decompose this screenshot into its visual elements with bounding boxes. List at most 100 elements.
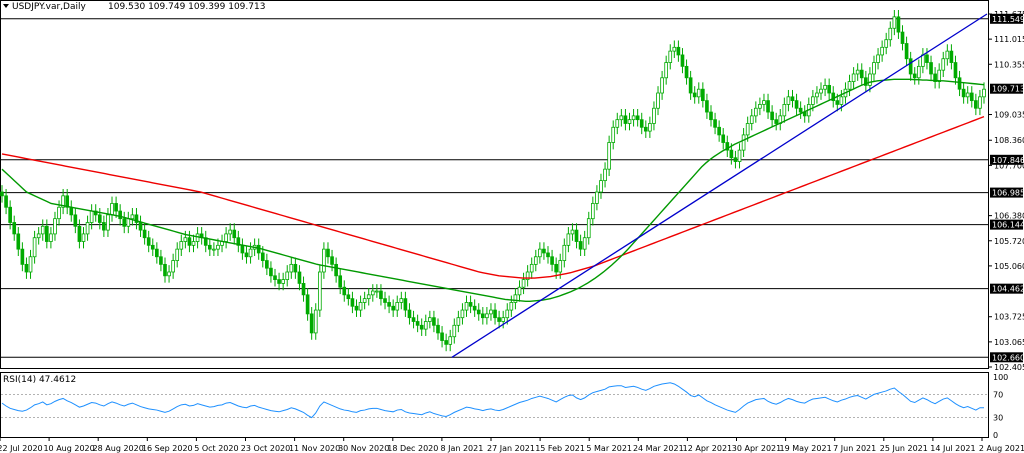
date-tick-label: 12 Apr 2021 xyxy=(683,444,732,453)
candle xyxy=(305,287,310,321)
rsi-label: RSI(14) 47.4612 xyxy=(3,375,76,385)
candle xyxy=(350,291,355,314)
candle xyxy=(660,70,664,100)
candle xyxy=(603,162,607,188)
candle xyxy=(672,40,677,58)
rsi-tick-label: 70 xyxy=(993,390,1003,399)
candle xyxy=(908,51,913,81)
candle xyxy=(142,223,147,245)
date-tick-label: 28 Aug 2020 xyxy=(93,444,144,453)
candle xyxy=(0,185,4,203)
candle xyxy=(212,242,216,256)
candle xyxy=(20,242,25,272)
candle xyxy=(749,109,754,131)
candle xyxy=(725,135,730,157)
candle xyxy=(452,318,457,344)
candle xyxy=(562,238,567,268)
candle xyxy=(4,188,8,215)
candle xyxy=(692,86,697,104)
candle xyxy=(533,249,538,272)
candle xyxy=(415,314,420,333)
candle xyxy=(265,253,269,276)
candle xyxy=(346,287,351,306)
candle xyxy=(163,257,167,283)
candle xyxy=(191,234,196,253)
level-label-box: 102.660 xyxy=(990,352,1024,363)
candle xyxy=(32,230,37,264)
candle xyxy=(436,318,440,340)
candle xyxy=(460,303,465,325)
candle xyxy=(521,272,526,295)
price-tick-label: 105.060 xyxy=(994,262,1024,271)
candle xyxy=(945,44,950,66)
candle xyxy=(517,280,522,302)
svg-text:106.985: 106.985 xyxy=(992,189,1024,198)
date-tick-label: 2 Aug 2021 xyxy=(979,444,1024,453)
candle xyxy=(884,32,889,55)
candle xyxy=(876,48,880,70)
candle xyxy=(982,82,986,104)
candle xyxy=(664,55,669,85)
level-labels: 111.549 107.846 106.985 106.144 104.462 102.6… xyxy=(990,13,1024,363)
candle xyxy=(273,268,277,287)
horizontal-levels[interactable] xyxy=(1,18,988,358)
candle xyxy=(8,200,12,230)
candle xyxy=(391,299,395,317)
candle xyxy=(102,215,106,237)
candle xyxy=(269,261,273,283)
candle xyxy=(525,265,530,287)
candle xyxy=(611,120,616,150)
candle xyxy=(106,208,110,237)
candle xyxy=(591,196,595,226)
candle xyxy=(872,55,876,81)
candle xyxy=(684,59,689,85)
candle xyxy=(358,295,363,317)
candle xyxy=(831,86,836,108)
candle xyxy=(974,93,978,116)
candle xyxy=(582,230,587,256)
trendline[interactable] xyxy=(451,13,988,358)
trendline-layer[interactable] xyxy=(451,13,988,358)
level-label-box: 111.549 xyxy=(990,13,1024,24)
candle xyxy=(770,105,774,127)
candle xyxy=(566,227,571,253)
price-tick-label: 103.725 xyxy=(994,313,1024,322)
candle xyxy=(395,295,400,317)
candle xyxy=(978,89,982,116)
candle xyxy=(326,242,330,264)
candle xyxy=(668,44,673,70)
date-tick-label: 30 Nov 2020 xyxy=(338,444,389,453)
candle xyxy=(937,63,942,89)
candle xyxy=(635,109,640,127)
candle xyxy=(542,242,546,260)
candle xyxy=(709,105,713,127)
date-tick-label: 5 Mar 2021 xyxy=(586,444,632,453)
candle xyxy=(444,333,448,352)
candle xyxy=(293,257,298,279)
candle xyxy=(762,93,766,112)
date-tick-label: 25 Jun 2021 xyxy=(880,444,928,453)
date-tick-label: 7 Jun 2021 xyxy=(833,444,876,453)
candle xyxy=(758,97,762,116)
price-tick-label: 105.720 xyxy=(994,237,1024,246)
date-tick-label: 5 Oct 2020 xyxy=(194,444,238,453)
candle xyxy=(150,238,155,256)
candle xyxy=(550,249,554,272)
candle xyxy=(953,55,958,85)
candle xyxy=(929,55,933,81)
candle xyxy=(122,211,127,234)
candle xyxy=(175,242,180,268)
moving-averages xyxy=(1,78,985,303)
candle xyxy=(130,208,135,226)
price-axis: 111.675111.015110.355109.035108.360107.7… xyxy=(988,10,1024,372)
candle xyxy=(387,295,391,314)
candle xyxy=(118,204,122,226)
symbol-label: USDJPY.var,Daily xyxy=(12,2,86,12)
dropdown-triangle-icon[interactable] xyxy=(3,4,9,8)
candle xyxy=(676,40,681,62)
candle xyxy=(538,242,542,264)
candle xyxy=(546,246,550,264)
candle xyxy=(586,211,591,245)
candle xyxy=(114,196,118,218)
